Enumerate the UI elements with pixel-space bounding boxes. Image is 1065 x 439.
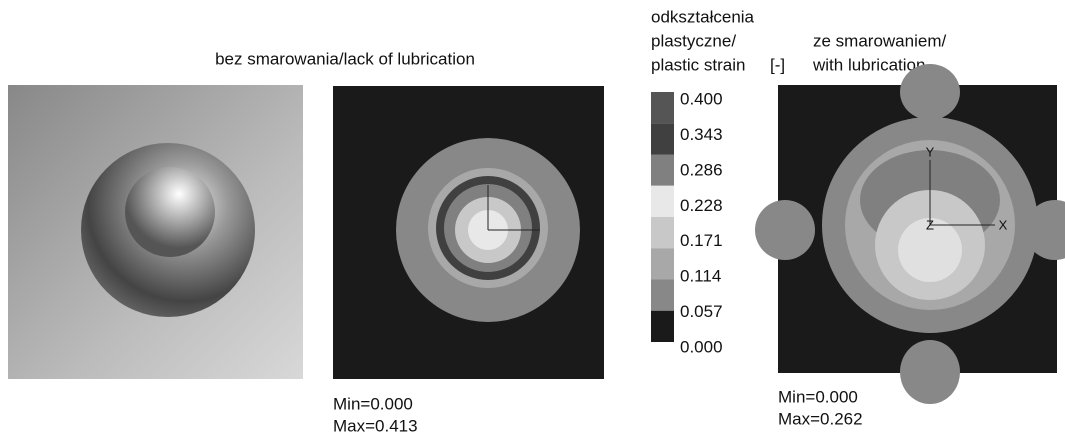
legend-unit: [-] [770,55,785,74]
figure: bez smarowania/lack of lubrication Min=0… [0,0,1065,439]
legend-label: 0.343 [680,125,723,144]
legend-swatch [651,155,674,186]
legend-swatch [651,311,674,342]
axis-label: X [999,217,1008,232]
legend-label: 0.000 [680,337,723,356]
legend-label: 0.171 [680,231,723,250]
min-label: Min=0.000 [333,394,413,413]
right-caption: with lubrication [812,55,925,74]
legend-label: 0.286 [680,160,723,179]
legend-label: 0.400 [680,89,723,108]
legend-title: odkształcenia [651,7,755,26]
legend-swatch [651,186,674,217]
legend-label: 0.114 [680,267,721,286]
max-label: Max=0.413 [333,416,418,435]
axis-label: Z [926,217,934,232]
legend-swatch [651,92,674,123]
left-caption: bez smarowania/lack of lubrication [215,49,475,68]
photo [8,85,303,379]
axis-label: Y [926,144,935,159]
right-caption: ze smarowaniem/ [813,31,946,50]
legend-label: 0.228 [680,196,723,215]
legend-label: 0.057 [680,302,723,321]
legend-title: plastyczne/ [651,31,736,50]
legend-swatch [651,123,674,154]
legend-swatch [651,248,674,279]
legend-swatch [651,280,674,311]
legend-title: plastic strain [651,55,745,74]
legend: 0.400 0.343 0.286 0.228 0.171 0.114 0.057 0.000 [651,89,723,356]
legend-swatch [651,217,674,248]
min-label: Min=0.000 [778,387,858,406]
max-label: Max=0.262 [778,409,863,428]
simulation-no-lubrication [333,86,604,379]
simulation-lubrication: Y X Z [755,64,1065,404]
